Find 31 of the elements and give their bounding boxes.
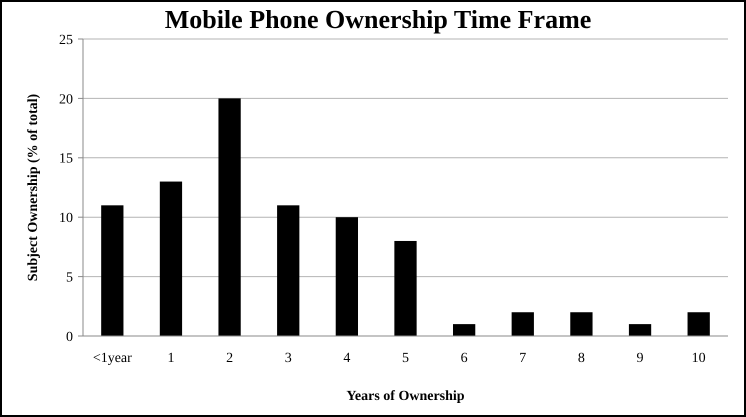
chart-title: Mobile Phone Ownership Time Frame <box>164 5 592 34</box>
y-tick-label: 10 <box>59 211 73 226</box>
bar <box>570 312 593 336</box>
bar <box>628 324 652 336</box>
bar <box>394 240 417 336</box>
x-tick-label: 4 <box>343 351 350 366</box>
y-tick-label: 5 <box>66 270 73 286</box>
x-axis-title: Years of Ownership <box>346 389 465 404</box>
x-tick-label: 6 <box>460 351 468 366</box>
x-tick-label: 10 <box>692 351 706 366</box>
x-tick-label: 9 <box>636 351 644 366</box>
bar <box>101 205 124 336</box>
x-tick-label: <1year <box>92 351 132 366</box>
bar <box>277 205 300 336</box>
y-tick-label: 0 <box>66 330 73 345</box>
bar <box>160 182 182 336</box>
y-tick-label: 20 <box>59 92 73 108</box>
x-tick-label: 7 <box>519 351 526 366</box>
x-tick-label: 2 <box>226 351 234 366</box>
y-tick-label: 25 <box>59 32 73 48</box>
x-tick-label: 3 <box>284 351 292 366</box>
y-tick-label: 15 <box>59 152 73 167</box>
y-axis-title: Subject Ownership (% of total) <box>26 93 41 282</box>
bar <box>336 217 358 336</box>
bar <box>218 98 241 336</box>
bar <box>512 312 534 336</box>
bar <box>688 312 710 336</box>
bar <box>452 324 476 336</box>
x-tick-label: 5 <box>402 351 409 366</box>
x-tick-label: 1 <box>167 351 174 366</box>
x-tick-label: 8 <box>578 351 585 366</box>
